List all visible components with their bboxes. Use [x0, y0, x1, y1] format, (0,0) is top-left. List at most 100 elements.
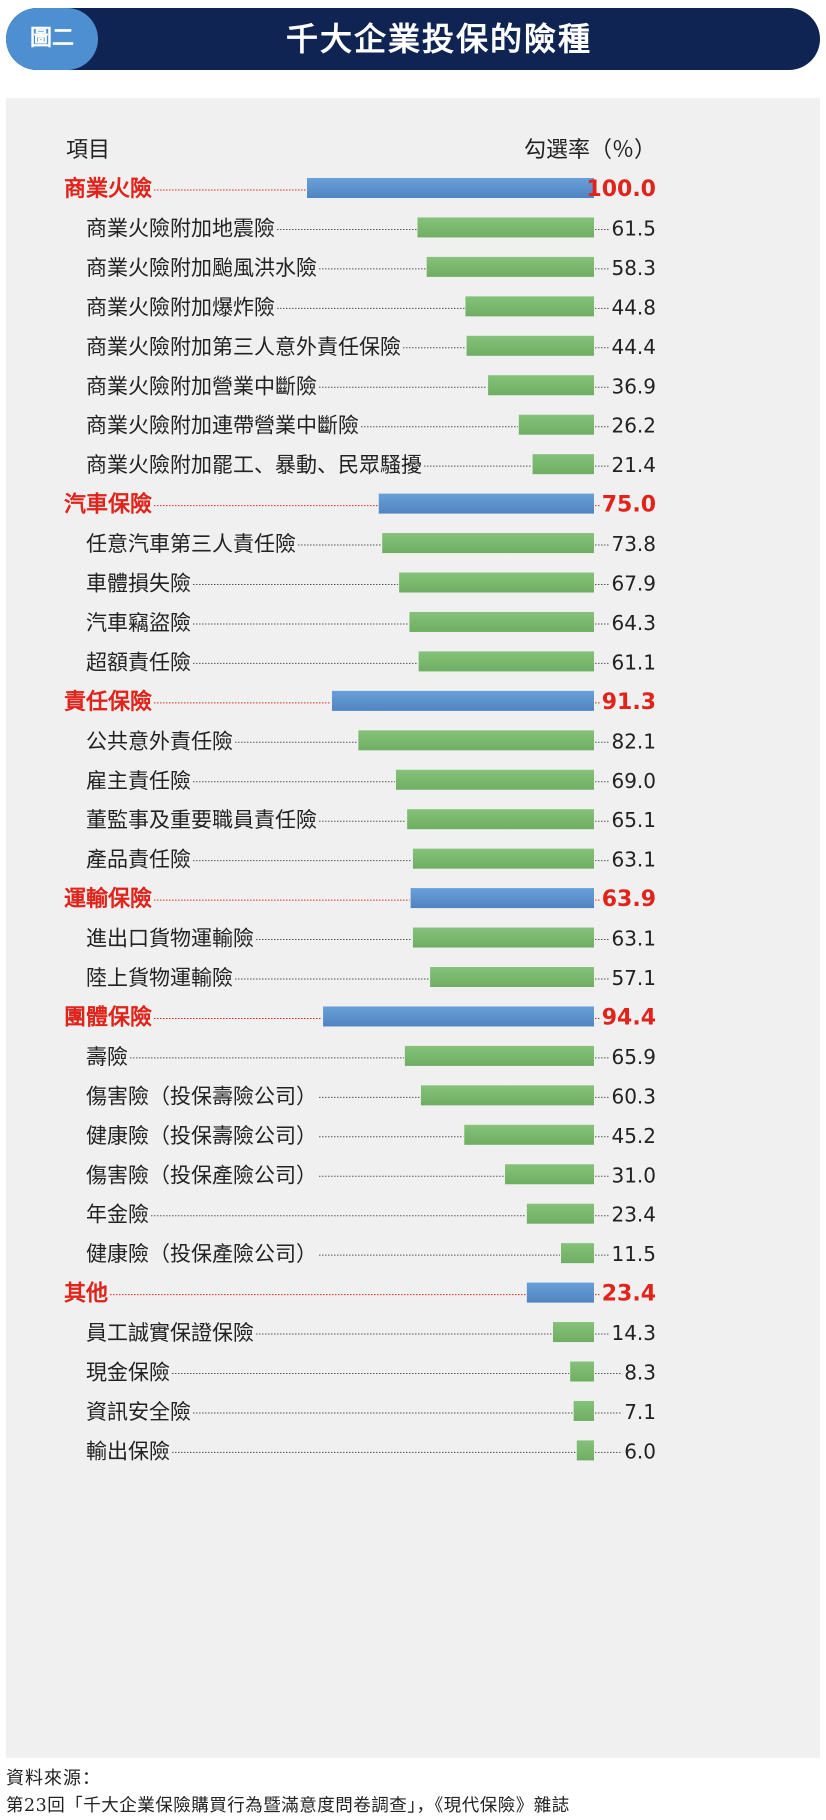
category-bar [410, 888, 594, 909]
item-row: 董監事及重要職員責任險 65.1 [86, 808, 656, 832]
item-row: 商業火險附加罷工、暴動、民眾騷擾 21.4 [86, 453, 656, 477]
chart-header-banner: 圖二 千大企業投保的險種 [6, 8, 820, 70]
item-row: 汽車竊盜險 64.3 [86, 611, 656, 635]
item-value-label: 23.4 [611, 1203, 656, 1227]
column-header-rate: 勾選率（％） [524, 138, 656, 163]
item-row: 產品責任險 63.1 [86, 848, 656, 872]
item-row: 輸出保險 6.0 [86, 1439, 656, 1463]
item-row: 商業火險附加連帶營業中斷險 26.2 [86, 414, 656, 438]
item-bar [466, 335, 594, 356]
bar-chart: 項目 勾選率（％） 商業火險 100.0 商業火險附加地震險 61.5 商業火險附加颱風… [64, 138, 656, 1463]
item-row: 公共意外責任險 82.1 [86, 729, 656, 753]
category-value-label: 94.4 [602, 1005, 656, 1030]
item-bar [412, 927, 594, 948]
item-value-label: 44.8 [611, 295, 656, 319]
chart-panel: 項目 勾選率（％） 商業火險 100.0 商業火險附加地震險 61.5 商業火險附加颱風… [6, 98, 820, 1758]
item-bar [518, 414, 594, 435]
category-bar [323, 1006, 594, 1027]
item-row: 壽險 65.9 [86, 1045, 656, 1069]
item-label: 產品責任險 [86, 848, 191, 872]
item-bar [532, 454, 594, 475]
category-value-label: 75.0 [602, 493, 656, 518]
item-value-label: 65.1 [611, 808, 656, 832]
category-value-label: 91.3 [602, 690, 656, 715]
item-label: 傷害險（投保產險公司） [86, 1163, 317, 1187]
item-label: 商業火險附加爆炸險 [86, 295, 275, 319]
item-bar [409, 611, 594, 632]
item-label: 雇主責任險 [86, 769, 191, 793]
item-label: 任意汽車第三人責任險 [86, 532, 296, 556]
item-value-label: 8.3 [624, 1361, 656, 1385]
item-row: 健康險（投保產險公司） 11.5 [86, 1242, 656, 1266]
item-bar [505, 1164, 594, 1185]
item-bar [430, 967, 594, 987]
item-label: 資訊安全險 [86, 1400, 191, 1424]
item-value-label: 6.0 [624, 1439, 656, 1463]
item-row: 現金保險 8.3 [86, 1361, 656, 1385]
item-row: 商業火險附加地震險 61.5 [86, 216, 656, 240]
item-bar [358, 730, 594, 751]
item-label: 商業火險附加颱風洪水險 [86, 256, 317, 280]
item-row: 傷害險（投保產險公司） 31.0 [86, 1163, 656, 1187]
item-value-label: 82.1 [611, 729, 656, 753]
item-label: 公共意外責任險 [86, 729, 233, 753]
item-label: 現金保險 [86, 1361, 170, 1385]
figure-number-badge: 圖二 [6, 8, 98, 70]
item-bar [417, 217, 594, 238]
item-bar [382, 533, 594, 554]
category-value-label: 63.9 [602, 887, 656, 912]
item-value-label: 73.8 [611, 532, 656, 556]
item-value-label: 63.1 [611, 848, 656, 872]
item-value-label: 7.1 [624, 1400, 656, 1424]
item-value-label: 36.9 [611, 374, 656, 398]
item-value-label: 11.5 [611, 1242, 656, 1266]
item-label: 年金險 [86, 1203, 149, 1227]
item-value-label: 67.9 [611, 572, 656, 596]
item-label: 傷害險（投保壽險公司） [86, 1084, 317, 1108]
item-value-label: 44.4 [611, 335, 656, 359]
item-bar [395, 769, 594, 790]
item-label: 汽車竊盜險 [86, 611, 191, 635]
item-value-label: 64.3 [611, 611, 656, 635]
item-value-label: 61.1 [611, 650, 656, 674]
item-label: 商業火險附加第三人意外責任保險 [86, 335, 401, 359]
item-value-label: 69.0 [611, 769, 656, 793]
item-value-label: 31.0 [611, 1163, 656, 1187]
item-label: 陸上貨物運輸險 [86, 966, 233, 990]
item-bar [407, 809, 594, 830]
item-value-label: 65.9 [611, 1045, 656, 1069]
source-label: 資料來源： [6, 1768, 101, 1789]
item-row: 任意汽車第三人責任險 73.8 [86, 532, 656, 556]
item-label: 董監事及重要職員責任險 [86, 808, 317, 832]
item-bar [526, 1203, 594, 1224]
column-header-item: 項目 [66, 138, 110, 163]
item-row: 進出口貨物運輸險 63.1 [86, 927, 656, 951]
item-row: 商業火險附加第三人意外責任保險 44.4 [86, 335, 656, 359]
item-label: 壽險 [86, 1045, 128, 1069]
category-row: 商業火險 100.0 [64, 176, 656, 202]
item-bar [552, 1322, 594, 1343]
item-row: 車體損失險 67.9 [86, 572, 656, 596]
item-bar [404, 1045, 594, 1066]
item-row: 商業火險附加颱風洪水險 58.3 [86, 256, 656, 280]
item-bar [399, 572, 594, 593]
item-bar [576, 1440, 594, 1461]
category-row: 其他 23.4 [64, 1282, 656, 1307]
source-text: 第23回「千大企業保險購買行為暨滿意度問卷調查」，《現代保險》雜誌 [6, 1796, 570, 1816]
item-bar [412, 848, 594, 869]
item-row: 員工誠實保證保險 14.3 [86, 1321, 656, 1345]
category-label: 團體保險 [64, 1004, 152, 1030]
item-row: 商業火險附加爆炸險 44.8 [86, 295, 656, 319]
item-row: 超額責任險 61.1 [86, 650, 656, 674]
item-value-label: 60.3 [611, 1084, 656, 1108]
item-bar [573, 1400, 594, 1421]
item-value-label: 61.5 [611, 216, 656, 240]
item-bar [418, 651, 594, 672]
item-label: 輸出保險 [86, 1439, 170, 1463]
category-value-label: 23.4 [602, 1282, 656, 1307]
item-value-label: 21.4 [611, 453, 656, 477]
item-label: 商業火險附加罷工、暴動、民眾騷擾 [86, 453, 422, 477]
category-bar [331, 690, 594, 711]
chart-title: 千大企業投保的險種 [285, 20, 592, 58]
item-label: 商業火險附加地震險 [86, 216, 275, 240]
